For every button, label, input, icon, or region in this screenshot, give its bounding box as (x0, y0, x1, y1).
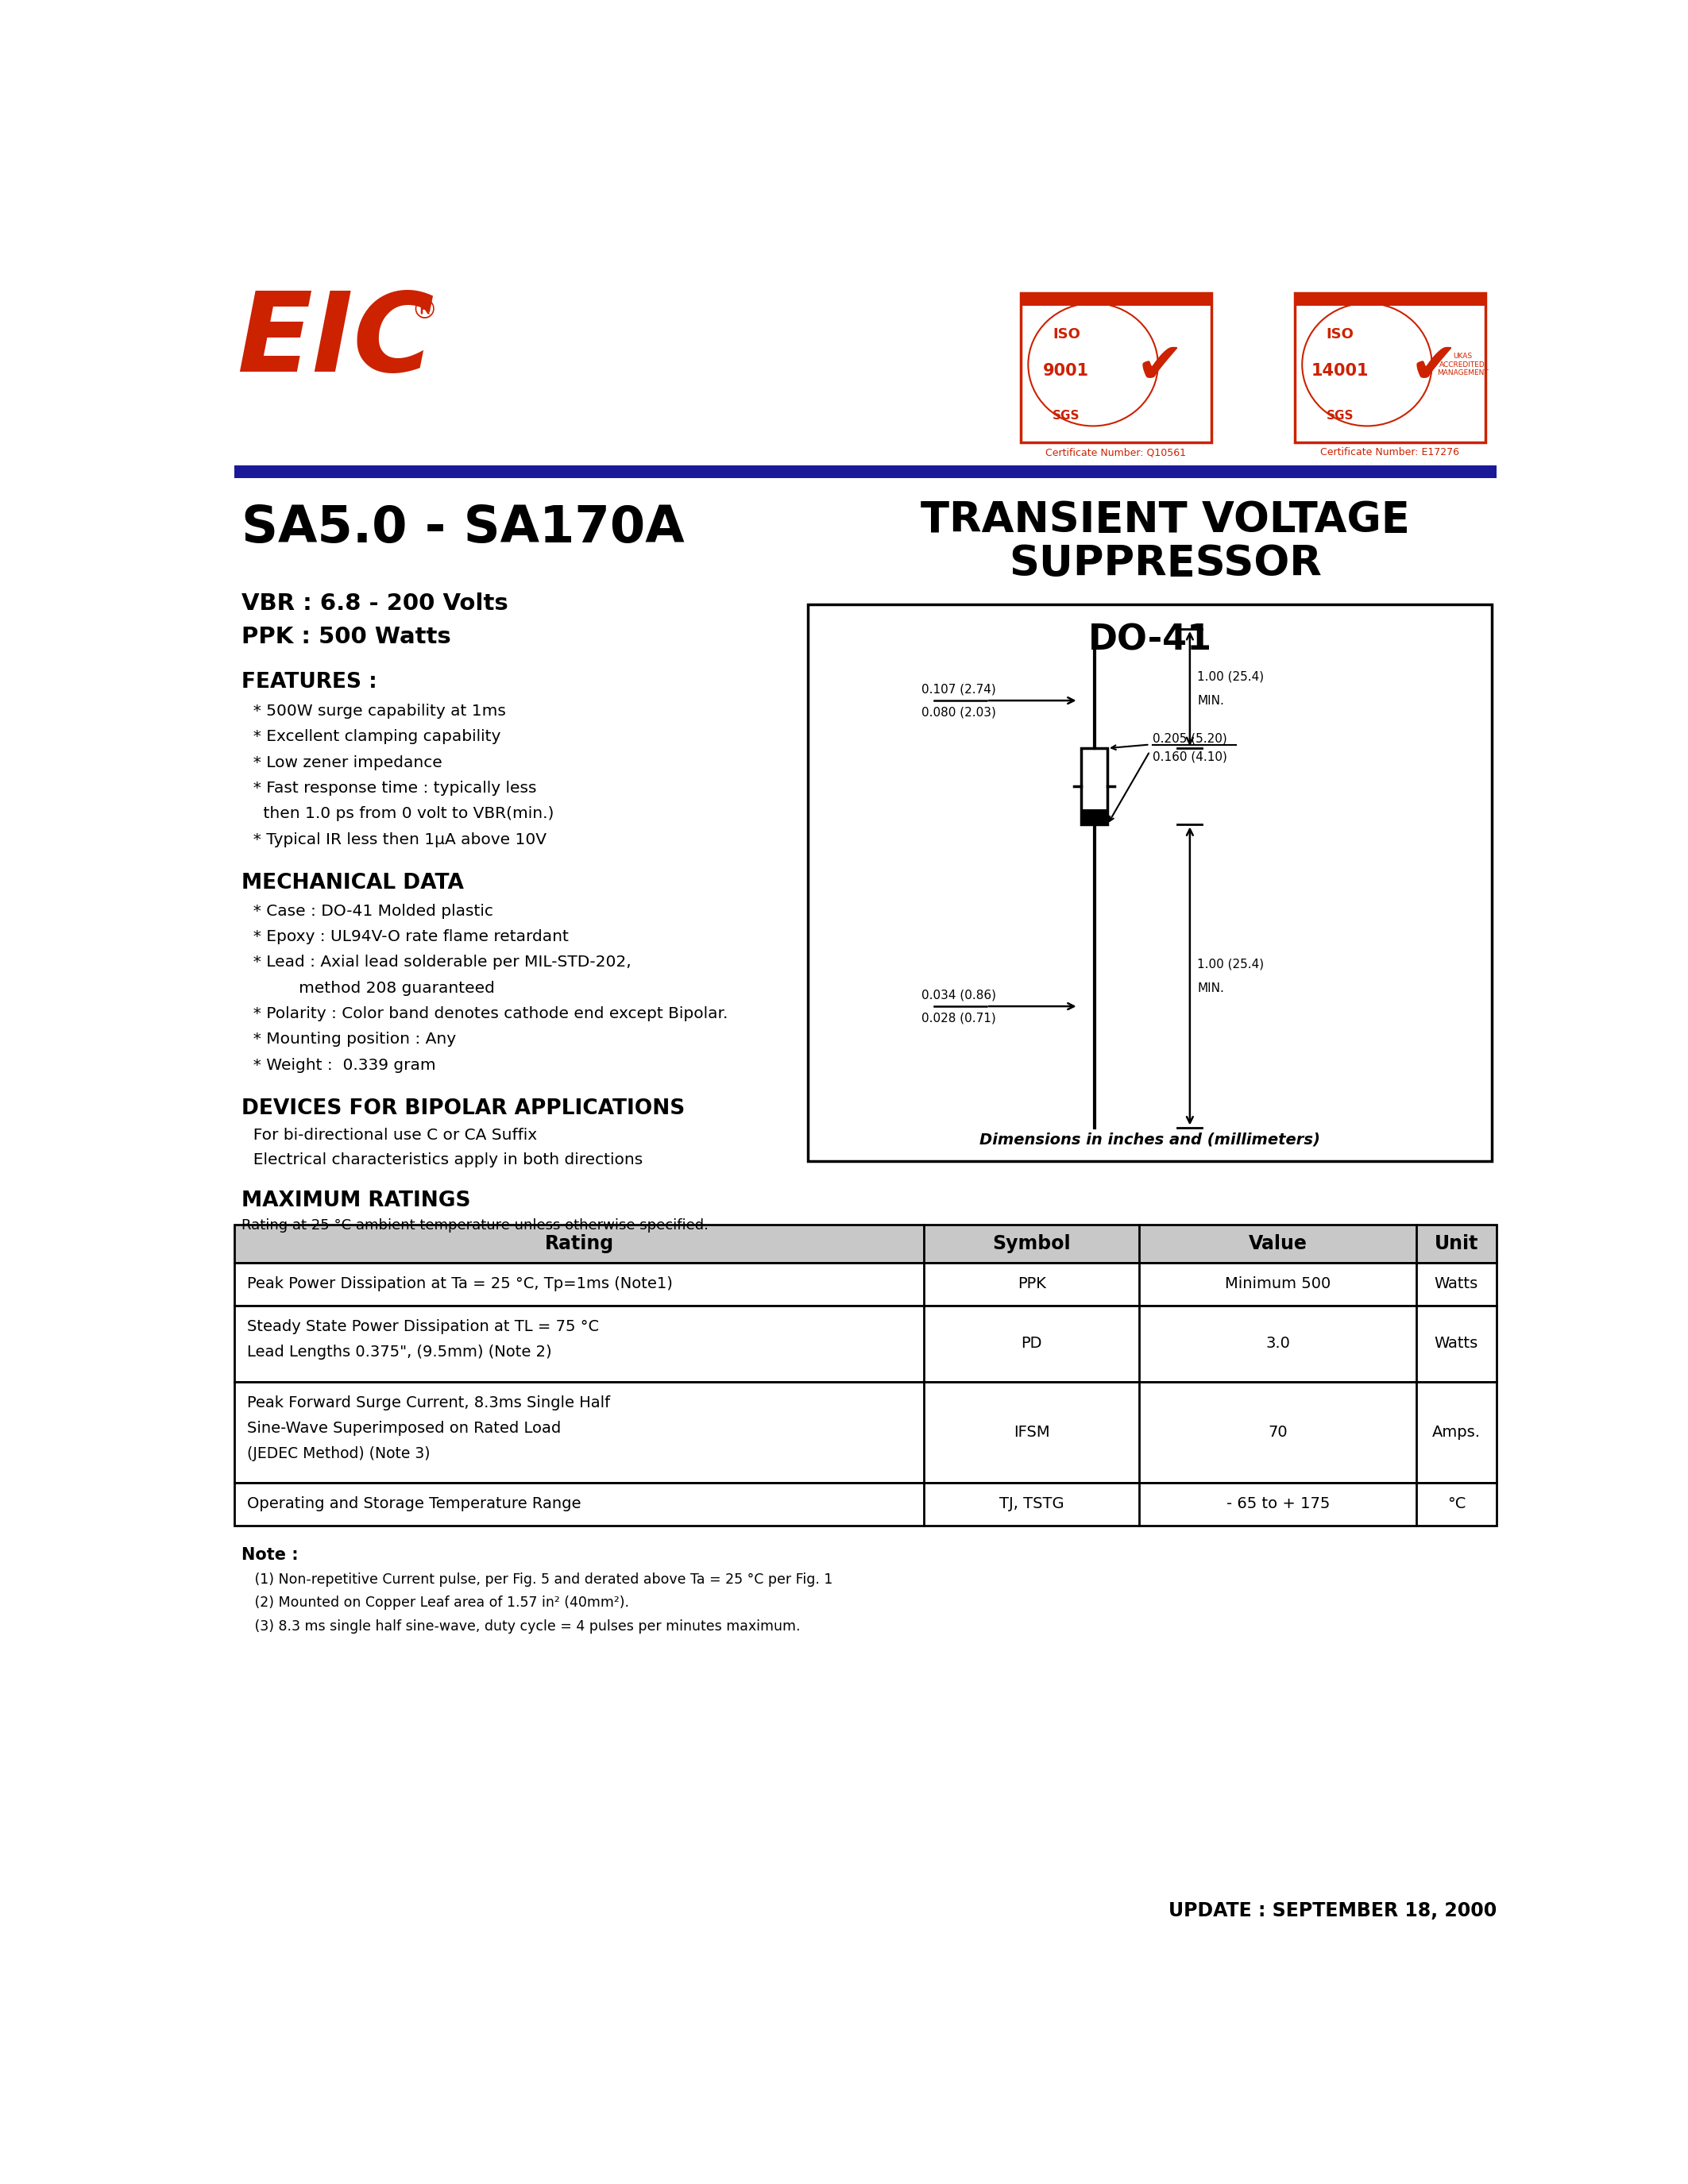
Text: ISO: ISO (1327, 328, 1354, 341)
Text: Certificate Number: E17276: Certificate Number: E17276 (1320, 448, 1460, 459)
Text: MIN.: MIN. (1197, 983, 1224, 994)
Text: Operating and Storage Temperature Range: Operating and Storage Temperature Range (246, 1496, 581, 1511)
Text: Steady State Power Dissipation at TL = 75 °C: Steady State Power Dissipation at TL = 7… (246, 1319, 599, 1334)
Text: Unit: Unit (1435, 1234, 1479, 1254)
Text: PPK: PPK (1018, 1275, 1047, 1291)
Text: (2) Mounted on Copper Leaf area of 1.57 in² (40mm²).: (2) Mounted on Copper Leaf area of 1.57 … (241, 1597, 630, 1610)
Bar (1082, 810, 1107, 826)
Text: TRANSIENT VOLTAGE: TRANSIENT VOLTAGE (920, 500, 1409, 542)
Text: SA5.0 - SA170A: SA5.0 - SA170A (241, 505, 685, 553)
Text: TJ, TSTG: TJ, TSTG (999, 1496, 1063, 1511)
Text: Peak Power Dissipation at Ta = 25 °C, Tp=1ms (Note1): Peak Power Dissipation at Ta = 25 °C, Tp… (246, 1275, 672, 1291)
Text: * Lead : Axial lead solderable per MIL-STD-202,: * Lead : Axial lead solderable per MIL-S… (243, 954, 631, 970)
Text: * Epoxy : UL94V-O rate flame retardant: * Epoxy : UL94V-O rate flame retardant (243, 928, 569, 943)
Text: 9001: 9001 (1043, 363, 1089, 378)
Text: For bi-directional use C or CA Suffix: For bi-directional use C or CA Suffix (243, 1127, 537, 1142)
Text: 14001: 14001 (1312, 363, 1369, 378)
Text: UKAS
ACCREDITED
MANAGEMENT: UKAS ACCREDITED MANAGEMENT (1436, 354, 1489, 376)
Text: (1) Non-repetitive Current pulse, per Fig. 5 and derated above Ta = 25 °C per Fi: (1) Non-repetitive Current pulse, per Fi… (241, 1572, 834, 1588)
Text: 0.034 (0.86): 0.034 (0.86) (922, 989, 996, 1000)
Text: - 65 to + 175: - 65 to + 175 (1225, 1496, 1330, 1511)
Text: 0.107 (2.74): 0.107 (2.74) (922, 684, 996, 695)
Text: FEATURES :: FEATURES : (241, 673, 378, 692)
Text: 3.0: 3.0 (1266, 1337, 1290, 1352)
Text: VBR : 6.8 - 200 Volts: VBR : 6.8 - 200 Volts (241, 592, 508, 614)
Text: Symbol: Symbol (993, 1234, 1070, 1254)
Text: * Weight :  0.339 gram: * Weight : 0.339 gram (243, 1057, 436, 1072)
Text: ✔: ✔ (1409, 341, 1458, 395)
Text: Watts: Watts (1435, 1275, 1479, 1291)
Text: SGS: SGS (1053, 411, 1080, 422)
Text: EIC: EIC (236, 288, 434, 395)
Text: Sine-Wave Superimposed on Rated Load: Sine-Wave Superimposed on Rated Load (246, 1422, 560, 1437)
Bar (1021, 293, 1212, 443)
Bar (809, 605, 1492, 1162)
Text: Peak Forward Surge Current, 8.3ms Single Half: Peak Forward Surge Current, 8.3ms Single… (246, 1396, 609, 1411)
Text: Rating at 25 °C ambient temperature unless otherwise specified.: Rating at 25 °C ambient temperature unle… (241, 1219, 709, 1232)
Text: Certificate Number: Q10561: Certificate Number: Q10561 (1045, 448, 1187, 459)
Text: Rating: Rating (545, 1234, 614, 1254)
Text: * Case : DO-41 Molded plastic: * Case : DO-41 Molded plastic (243, 904, 493, 919)
Text: (3) 8.3 ms single half sine-wave, duty cycle = 4 pulses per minutes maximum.: (3) 8.3 ms single half sine-wave, duty c… (241, 1618, 800, 1634)
Text: method 208 guaranteed: method 208 guaranteed (243, 981, 495, 996)
Text: * Fast response time : typically less: * Fast response time : typically less (243, 780, 537, 795)
Text: Value: Value (1249, 1234, 1307, 1254)
Text: °C: °C (1447, 1496, 1465, 1511)
Text: then 1.0 ps from 0 volt to VBR(min.): then 1.0 ps from 0 volt to VBR(min.) (243, 806, 554, 821)
Text: PD: PD (1021, 1337, 1041, 1352)
Text: * Typical IR less then 1μA above 10V: * Typical IR less then 1μA above 10V (243, 832, 547, 847)
Text: SUPPRESSOR: SUPPRESSOR (1009, 544, 1322, 585)
Text: ✔: ✔ (1136, 341, 1183, 395)
Text: MECHANICAL DATA: MECHANICAL DATA (241, 874, 464, 893)
Text: UPDATE : SEPTEMBER 18, 2000: UPDATE : SEPTEMBER 18, 2000 (1168, 1902, 1497, 1920)
Text: * 500W surge capability at 1ms: * 500W surge capability at 1ms (243, 703, 506, 719)
Text: 0.080 (2.03): 0.080 (2.03) (922, 705, 996, 719)
Bar (235, 1382, 1497, 1483)
Text: MAXIMUM RATINGS: MAXIMUM RATINGS (241, 1190, 471, 1210)
Bar (235, 1262, 1497, 1306)
Text: Electrical characteristics apply in both directions: Electrical characteristics apply in both… (243, 1153, 643, 1168)
Text: ®: ® (412, 297, 437, 323)
Text: * Excellent clamping capability: * Excellent clamping capability (243, 729, 501, 745)
Text: Minimum 500: Minimum 500 (1225, 1275, 1330, 1291)
Text: Lead Lengths 0.375", (9.5mm) (Note 2): Lead Lengths 0.375", (9.5mm) (Note 2) (246, 1345, 552, 1361)
Bar (1082, 749, 1107, 826)
Text: 0.028 (0.71): 0.028 (0.71) (922, 1011, 996, 1024)
Bar (1021, 293, 1212, 306)
Text: Amps.: Amps. (1431, 1424, 1480, 1439)
Bar (235, 1483, 1497, 1524)
Text: PPK : 500 Watts: PPK : 500 Watts (241, 627, 451, 649)
Bar (1295, 293, 1485, 306)
Text: DO-41: DO-41 (1087, 622, 1212, 657)
Bar (235, 1306, 1497, 1382)
Text: IFSM: IFSM (1013, 1424, 1050, 1439)
Text: Dimensions in inches and (millimeters): Dimensions in inches and (millimeters) (979, 1133, 1320, 1147)
Text: * Mounting position : Any: * Mounting position : Any (243, 1033, 456, 1046)
Bar (1295, 293, 1485, 443)
Text: 1.00 (25.4): 1.00 (25.4) (1197, 670, 1264, 681)
Text: (JEDEC Method) (Note 3): (JEDEC Method) (Note 3) (246, 1446, 430, 1461)
Text: 70: 70 (1268, 1424, 1288, 1439)
Text: Note :: Note : (241, 1546, 299, 1564)
Text: ISO: ISO (1053, 328, 1080, 341)
Text: * Low zener impedance: * Low zener impedance (243, 756, 442, 771)
Bar (235, 1225, 1497, 1262)
Text: 1.00 (25.4): 1.00 (25.4) (1197, 959, 1264, 970)
Text: 0.205 (5.20): 0.205 (5.20) (1153, 732, 1227, 745)
Text: * Polarity : Color band denotes cathode end except Bipolar.: * Polarity : Color band denotes cathode … (243, 1007, 728, 1022)
Text: DEVICES FOR BIPOLAR APPLICATIONS: DEVICES FOR BIPOLAR APPLICATIONS (241, 1099, 685, 1118)
Text: 0.160 (4.10): 0.160 (4.10) (1153, 751, 1227, 762)
Text: Watts: Watts (1435, 1337, 1479, 1352)
Text: SGS: SGS (1327, 411, 1354, 422)
Text: MIN.: MIN. (1197, 695, 1224, 708)
Bar (235, 465, 1497, 478)
